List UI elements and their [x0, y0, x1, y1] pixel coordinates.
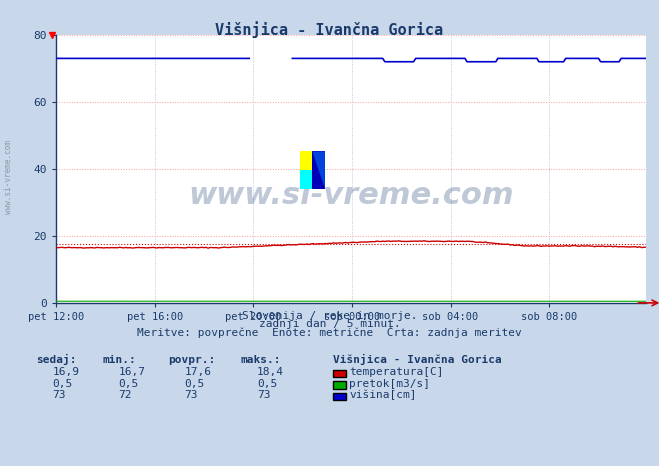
Polygon shape [312, 151, 325, 189]
Text: zadnji dan / 5 minut.: zadnji dan / 5 minut. [258, 319, 401, 329]
Text: Višnjica - Ivančna Gorica: Višnjica - Ivančna Gorica [333, 355, 501, 365]
Text: 73: 73 [257, 391, 270, 400]
Text: višina[cm]: višina[cm] [349, 390, 416, 400]
Text: 72: 72 [119, 391, 132, 400]
Polygon shape [300, 170, 312, 189]
Text: www.si-vreme.com: www.si-vreme.com [4, 140, 13, 214]
Text: Meritve: povprečne  Enote: metrične  Črta: zadnja meritev: Meritve: povprečne Enote: metrične Črta:… [137, 326, 522, 337]
Text: sedaj:: sedaj: [36, 355, 76, 365]
Polygon shape [300, 151, 312, 170]
Text: 17,6: 17,6 [185, 367, 212, 377]
Text: min.:: min.: [102, 356, 136, 365]
Text: maks.:: maks.: [241, 356, 281, 365]
Text: www.si-vreme.com: www.si-vreme.com [188, 181, 514, 210]
Text: 73: 73 [53, 391, 66, 400]
Bar [312, 151, 325, 189]
Text: 0,5: 0,5 [119, 379, 139, 389]
Polygon shape [300, 170, 312, 189]
Text: temperatura[C]: temperatura[C] [349, 367, 444, 377]
Text: 0,5: 0,5 [257, 379, 277, 389]
Polygon shape [312, 151, 325, 189]
Text: 16,7: 16,7 [119, 367, 146, 377]
Text: Višnjica - Ivančna Gorica: Višnjica - Ivančna Gorica [215, 21, 444, 38]
Text: Slovenija / reke in morje.: Slovenija / reke in morje. [242, 311, 417, 321]
Text: povpr.:: povpr.: [168, 356, 215, 365]
Text: 18,4: 18,4 [257, 367, 284, 377]
Text: pretok[m3/s]: pretok[m3/s] [349, 379, 430, 389]
Text: 16,9: 16,9 [53, 367, 80, 377]
Text: 73: 73 [185, 391, 198, 400]
Bar [300, 151, 312, 170]
Text: 0,5: 0,5 [185, 379, 205, 389]
Text: 0,5: 0,5 [53, 379, 73, 389]
